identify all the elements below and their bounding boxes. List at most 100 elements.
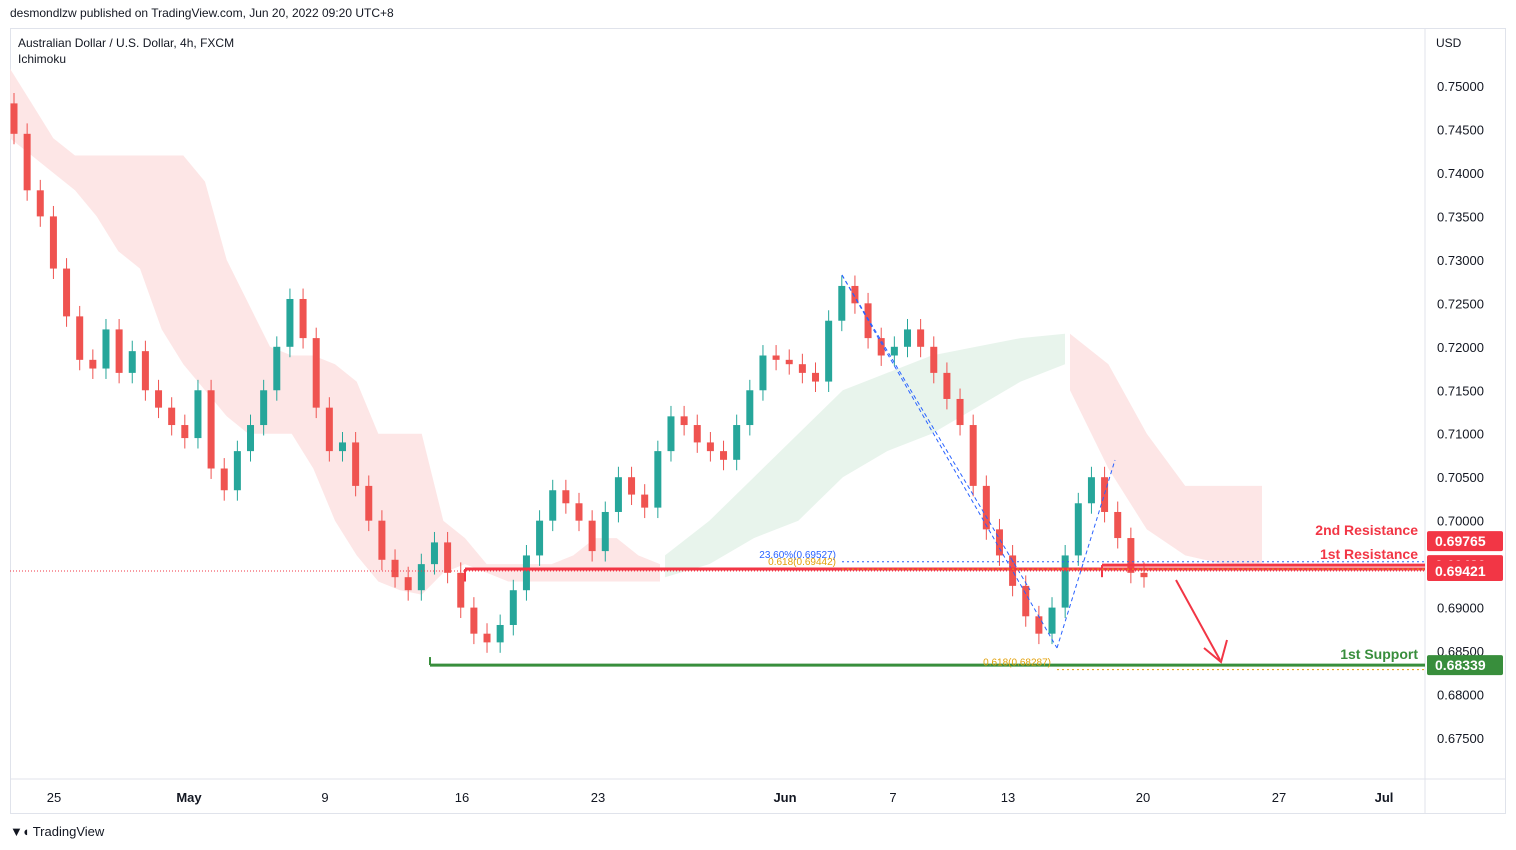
- candle-body[interactable]: [851, 285, 859, 304]
- legend-indicator[interactable]: Ichimoku: [18, 52, 67, 66]
- fib-level-label: 0.618(0.68287): [983, 658, 1051, 669]
- candle-body[interactable]: [693, 425, 701, 443]
- candle-body[interactable]: [785, 359, 793, 365]
- candle-body[interactable]: [63, 268, 71, 317]
- candle-body[interactable]: [969, 425, 977, 486]
- candle-body[interactable]: [930, 346, 938, 373]
- candle-body[interactable]: [286, 298, 294, 347]
- candle-body[interactable]: [168, 407, 176, 426]
- candle-body[interactable]: [483, 633, 491, 643]
- candle-body[interactable]: [496, 624, 504, 643]
- candle-body[interactable]: [562, 490, 570, 504]
- candle-body[interactable]: [522, 555, 530, 591]
- candle-body[interactable]: [838, 285, 846, 321]
- candle-body[interactable]: [430, 542, 438, 565]
- candle-body[interactable]: [404, 577, 412, 591]
- candle-body[interactable]: [720, 451, 728, 460]
- candle-body[interactable]: [115, 329, 123, 373]
- y-tick-label: 0.74000: [1437, 166, 1484, 181]
- candle-body[interactable]: [706, 442, 714, 452]
- candle-body[interactable]: [614, 477, 622, 512]
- candle-body[interactable]: [733, 425, 741, 460]
- candle-body[interactable]: [667, 416, 675, 452]
- candle-body[interactable]: [982, 485, 990, 530]
- candle-body[interactable]: [444, 542, 452, 573]
- candle-body[interactable]: [233, 451, 241, 491]
- resistance-price-badge[interactable]: [1427, 531, 1503, 552]
- candle-body[interactable]: [1087, 477, 1095, 504]
- candle-body[interactable]: [365, 485, 373, 521]
- candle-body[interactable]: [207, 390, 215, 469]
- candle-body[interactable]: [1061, 555, 1069, 608]
- resistance-price-badge[interactable]: [1427, 561, 1503, 582]
- candle-body[interactable]: [1140, 572, 1148, 578]
- candle-body[interactable]: [995, 529, 1003, 556]
- candle-body[interactable]: [680, 416, 688, 426]
- candle-body[interactable]: [10, 103, 18, 134]
- candle-body[interactable]: [1101, 477, 1109, 512]
- candle-body[interactable]: [128, 351, 136, 373]
- candle-body[interactable]: [654, 451, 662, 508]
- candle-body[interactable]: [141, 351, 149, 391]
- candle-body[interactable]: [536, 520, 544, 556]
- candle-body[interactable]: [628, 477, 636, 495]
- candle-body[interactable]: [457, 572, 465, 608]
- candle-body[interactable]: [509, 590, 517, 625]
- candle-body[interactable]: [76, 316, 84, 360]
- level-name-label: 1st Support: [1340, 646, 1418, 662]
- candle-body[interactable]: [391, 559, 399, 578]
- candle-body[interactable]: [1114, 511, 1122, 539]
- candle-body[interactable]: [903, 329, 911, 347]
- candle-body[interactable]: [1048, 607, 1056, 634]
- ichimoku-cloud-bullish: [665, 333, 1065, 578]
- candle-body[interactable]: [325, 407, 333, 452]
- candle-body[interactable]: [549, 490, 557, 521]
- candle-body[interactable]: [759, 355, 767, 391]
- candle-body[interactable]: [890, 346, 898, 356]
- candle-body[interactable]: [1127, 538, 1135, 573]
- candle-body[interactable]: [36, 190, 44, 217]
- candle-body[interactable]: [378, 520, 386, 560]
- candle-body[interactable]: [1035, 616, 1043, 634]
- candle-body[interactable]: [588, 520, 596, 552]
- candle-body[interactable]: [89, 359, 97, 369]
- support-price-badge[interactable]: [1427, 655, 1503, 676]
- candle-body[interactable]: [746, 390, 754, 426]
- candle-body[interactable]: [338, 442, 346, 452]
- candle-body[interactable]: [641, 494, 649, 508]
- candle-body[interactable]: [260, 390, 268, 426]
- candle-body[interactable]: [917, 329, 925, 347]
- candle-body[interactable]: [155, 390, 163, 408]
- candle-body[interactable]: [1022, 585, 1030, 617]
- candle-body[interactable]: [601, 511, 609, 552]
- candle-body[interactable]: [102, 329, 110, 369]
- fib-leg-line: [841, 274, 1031, 591]
- legend-symbol[interactable]: Australian Dollar / U.S. Dollar, 4h, FXC…: [18, 36, 235, 50]
- candle-body[interactable]: [273, 346, 281, 391]
- candle-body[interactable]: [312, 338, 320, 408]
- candle-body[interactable]: [23, 133, 31, 191]
- projection-arrow: [1175, 579, 1221, 661]
- candle-body[interactable]: [877, 338, 885, 356]
- candle-body[interactable]: [812, 372, 820, 382]
- candle-body[interactable]: [417, 564, 425, 591]
- candle-body[interactable]: [825, 320, 833, 382]
- y-tick-label: 0.73500: [1437, 209, 1484, 224]
- chart-frame[interactable]: [10, 28, 1506, 814]
- candle-body[interactable]: [247, 425, 255, 452]
- footer-brand[interactable]: TradingView: [32, 824, 105, 839]
- candle-body[interactable]: [772, 355, 780, 360]
- candle-body[interactable]: [220, 468, 228, 491]
- candle-body[interactable]: [194, 390, 202, 439]
- candle-body[interactable]: [352, 442, 360, 486]
- candle-body[interactable]: [1074, 503, 1082, 556]
- candle-body[interactable]: [943, 372, 951, 399]
- candle-body[interactable]: [575, 503, 583, 521]
- candle-body[interactable]: [299, 298, 307, 339]
- candle-body[interactable]: [470, 607, 478, 634]
- candle-body[interactable]: [798, 364, 806, 373]
- candle-body[interactable]: [181, 425, 189, 439]
- candle-body[interactable]: [956, 398, 964, 426]
- candle-body[interactable]: [49, 216, 57, 269]
